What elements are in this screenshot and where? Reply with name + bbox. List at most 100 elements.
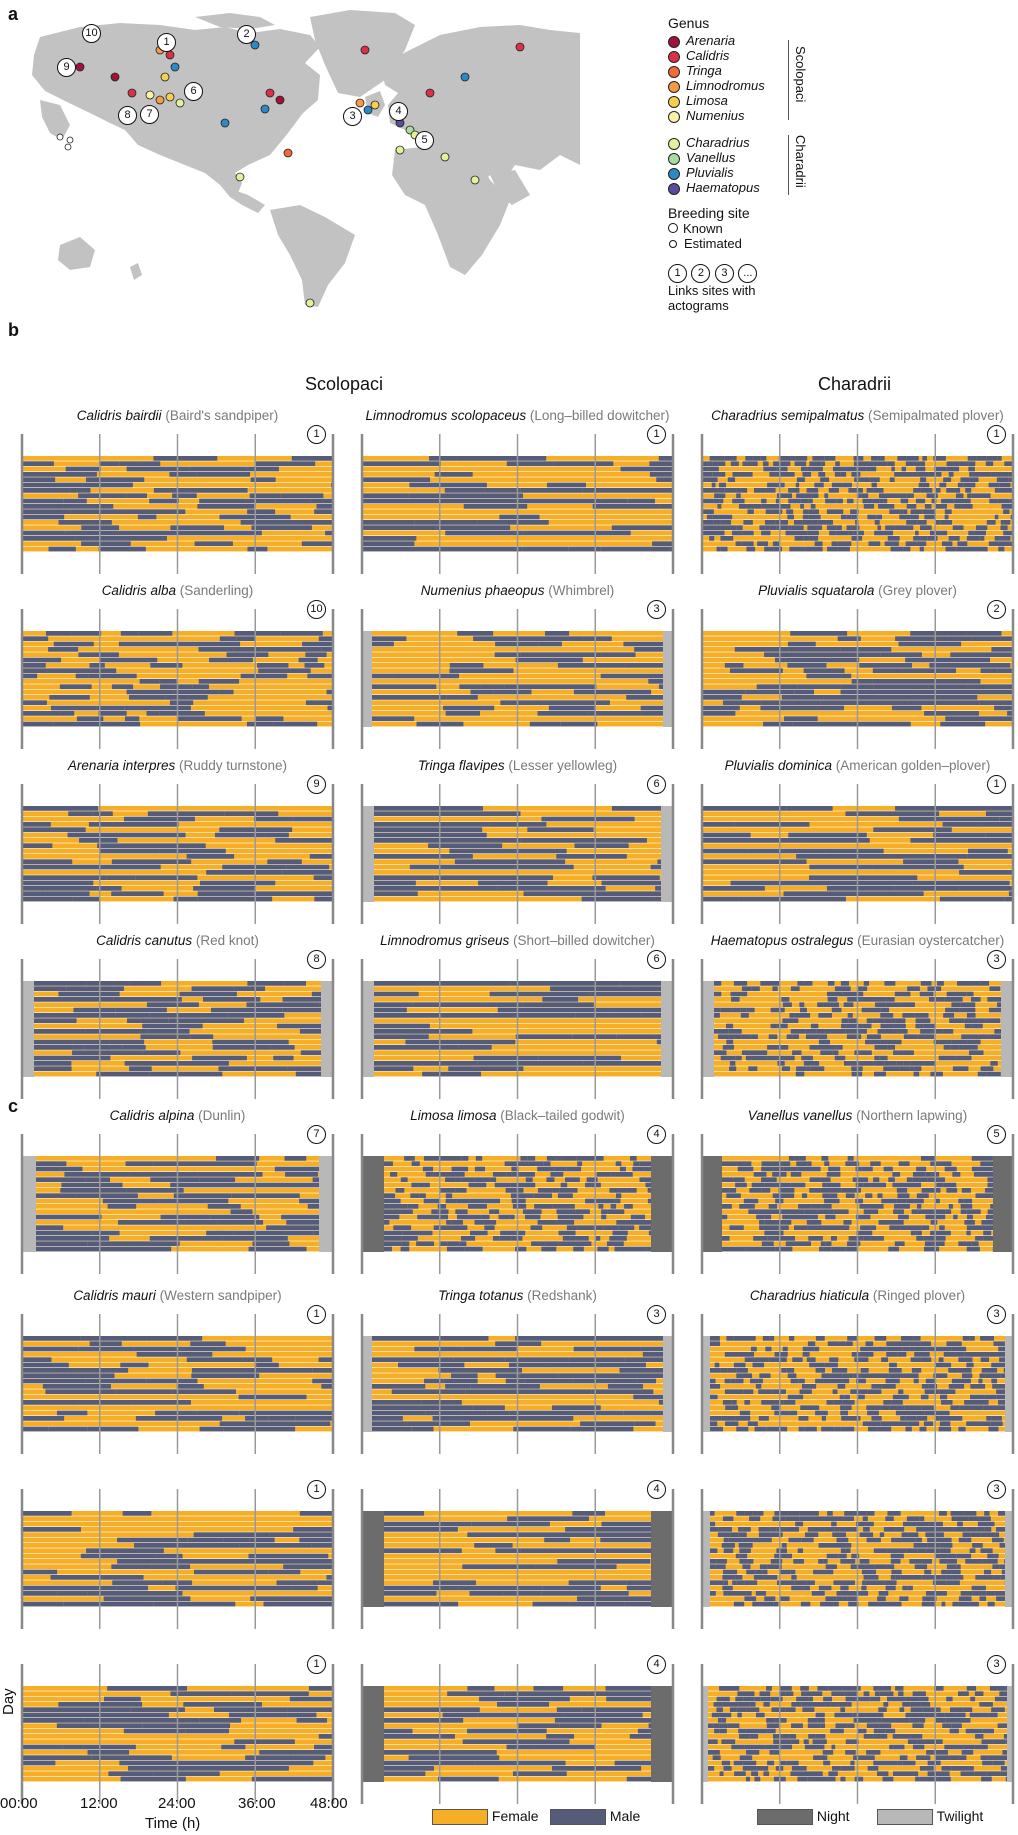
male-incubation-bout — [865, 1341, 874, 1347]
male-incubation-bout — [873, 827, 952, 833]
map-asia-east — [40, 100, 70, 140]
male-incubation-bout — [187, 488, 248, 493]
male-incubation-bout — [255, 1368, 313, 1373]
male-incubation-bout — [657, 859, 661, 865]
panel-label-c: c — [8, 1096, 19, 1116]
male-incubation-bout — [646, 1246, 651, 1252]
male-incubation-bout — [809, 1362, 825, 1368]
male-incubation-bout — [624, 1601, 651, 1607]
male-incubation-bout — [874, 1346, 887, 1352]
male-incubation-bout — [995, 1532, 1000, 1538]
male-incubation-bout — [520, 1389, 592, 1395]
male-incubation-bout — [223, 1537, 250, 1543]
male-incubation-bout — [459, 684, 482, 690]
male-incubation-bout — [824, 1029, 838, 1034]
male-incubation-bout — [914, 986, 920, 992]
male-incubation-bout — [717, 504, 722, 509]
male-incubation-bout — [69, 488, 91, 493]
male-incubation-bout — [730, 880, 787, 886]
male-incubation-bout — [896, 1061, 904, 1066]
male-incubation-bout — [702, 896, 739, 902]
male-incubation-bout — [594, 1236, 601, 1241]
male-incubation-bout — [533, 684, 597, 690]
male-incubation-bout — [258, 668, 287, 674]
male-incubation-bout — [914, 689, 967, 695]
male-incubation-bout — [439, 1241, 448, 1247]
male-incubation-bout — [837, 636, 861, 642]
male-incubation-bout — [434, 472, 473, 477]
male-incubation-bout — [811, 1771, 823, 1777]
male-incubation-bout — [575, 1013, 641, 1018]
male-incubation-bout — [641, 711, 663, 716]
male-incubation-bout — [609, 1007, 661, 1013]
male-incubation-bout — [283, 981, 306, 986]
male-incubation-bout — [814, 541, 823, 547]
male-incubation-bout — [824, 1161, 830, 1167]
male-incubation-bout — [851, 514, 859, 520]
male-incubation-bout — [794, 536, 804, 541]
male-incubation-bout — [36, 1230, 92, 1236]
male-incubation-bout — [722, 1585, 733, 1591]
male-incubation-bout — [817, 520, 827, 525]
male-incubation-bout — [422, 1071, 482, 1077]
male-incubation-bout — [650, 864, 661, 870]
male-incubation-bout — [840, 1766, 851, 1771]
male-incubation-bout — [957, 981, 966, 986]
male-incubation-bout — [809, 1188, 821, 1193]
site-link-number: 9 — [307, 775, 326, 794]
male-incubation-bout — [372, 1416, 403, 1421]
male-incubation-bout — [873, 1734, 888, 1739]
male-incubation-bout — [22, 806, 99, 811]
male-incubation-bout — [557, 1559, 651, 1564]
male-incubation-bout — [289, 1696, 333, 1702]
male-incubation-bout — [568, 546, 601, 552]
male-incubation-bout — [219, 1421, 277, 1427]
legend-num-2: 2 — [691, 264, 711, 283]
male-incubation-bout — [556, 1209, 576, 1215]
male-incubation-bout — [898, 641, 962, 647]
male-incubation-bout — [791, 1585, 804, 1591]
male-incubation-bout — [515, 1246, 527, 1252]
twilight-band — [661, 981, 673, 1077]
male-incubation-bout — [291, 456, 333, 461]
male-incubation-bout — [803, 509, 809, 515]
male-incubation-bout — [455, 1209, 468, 1215]
male-incubation-bout — [609, 1188, 627, 1193]
male-incubation-bout — [800, 1601, 811, 1607]
male-incubation-bout — [494, 652, 521, 658]
male-incubation-bout — [900, 1336, 914, 1341]
male-incubation-bout — [1002, 1750, 1007, 1755]
legend-genus-title: Genus — [668, 15, 710, 31]
male-incubation-bout — [111, 859, 192, 865]
male-incubation-bout — [720, 536, 734, 541]
male-incubation-bout — [287, 1707, 333, 1713]
male-incubation-bout — [542, 700, 583, 706]
male-incubation-bout — [925, 1172, 932, 1177]
male-incubation-bout — [742, 461, 748, 467]
male-incubation-bout — [945, 1007, 960, 1013]
actogram-title: Limosa limosa (Black–tailed godwit) — [360, 1108, 675, 1123]
male-incubation-bout — [866, 1712, 878, 1718]
male-incubation-bout — [818, 472, 826, 477]
male-incubation-bout — [510, 981, 621, 986]
male-incubation-bout — [870, 1225, 877, 1231]
male-incubation-bout — [903, 546, 911, 552]
male-incubation-bout — [22, 1707, 47, 1713]
male-incubation-bout — [788, 488, 800, 493]
male-incubation-bout — [763, 1225, 779, 1231]
male-incubation-bout — [147, 811, 225, 817]
male-incubation-bout — [792, 1034, 799, 1040]
male-incubation-bout — [845, 1246, 858, 1252]
male-incubation-bout — [247, 509, 276, 515]
male-incubation-bout — [717, 1532, 730, 1538]
male-incubation-bout — [658, 684, 663, 690]
male-incubation-bout — [972, 472, 980, 477]
male-incubation-bout — [754, 1696, 761, 1702]
male-incubation-bout — [714, 1728, 720, 1734]
male-incubation-bout — [866, 1405, 881, 1411]
male-incubation-bout — [773, 546, 783, 552]
legend-item-charadrii-1: Vanellus — [668, 150, 808, 165]
male-incubation-bout — [327, 705, 333, 711]
male-incubation-bout — [117, 1559, 187, 1564]
male-incubation-bout — [844, 1511, 854, 1516]
